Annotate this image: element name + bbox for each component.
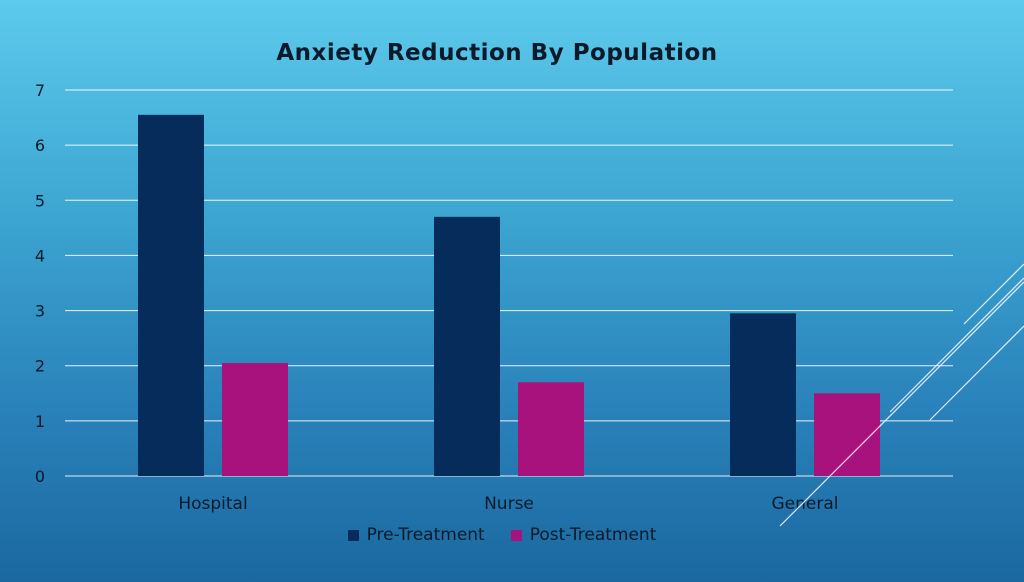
x-axis-tick-labels: Hospital Nurse General — [178, 494, 838, 514]
y-tick-label: 5 — [35, 191, 45, 210]
bar-nurse-post-treatment — [518, 382, 584, 476]
legend-label: Post-Treatment — [529, 525, 657, 545]
bar-hospital-pre-treatment — [138, 114, 204, 477]
legend-swatch-pre-treatment — [347, 529, 359, 541]
gridlines — [65, 89, 953, 477]
y-axis-tick-labels: 0 1 2 3 4 5 6 7 — [35, 81, 45, 486]
y-tick-label: 3 — [35, 302, 45, 321]
x-tick-label: Hospital — [178, 494, 247, 514]
chart-title: Anxiety Reduction By Population — [276, 40, 718, 66]
legend-swatch-post-treatment — [510, 529, 522, 541]
bar-nurse-pre-treatment — [434, 216, 500, 477]
decorative-lines — [779, 263, 1024, 527]
bar-general-pre-treatment — [730, 313, 796, 476]
bar-hospital-post-treatment — [222, 362, 288, 476]
y-tick-label: 4 — [35, 246, 45, 265]
y-tick-label: 6 — [35, 136, 45, 155]
x-tick-label: General — [772, 494, 839, 514]
y-tick-label: 1 — [35, 412, 45, 431]
decor-line — [889, 277, 1024, 413]
legend-item-post-treatment: Post-Treatment — [510, 525, 657, 545]
decor-line — [929, 325, 1024, 421]
decor-line — [963, 263, 1024, 325]
decor-line — [779, 281, 1024, 527]
legend-item-pre-treatment: Pre-Treatment — [347, 525, 485, 545]
y-tick-label: 2 — [35, 357, 45, 376]
legend: Pre-Treatment Post-Treatment — [0, 525, 1004, 545]
legend-label: Pre-Treatment — [366, 525, 485, 545]
x-tick-label: Nurse — [484, 494, 534, 514]
bar-general-post-treatment — [814, 393, 880, 476]
bars — [138, 114, 880, 477]
y-tick-label: 7 — [35, 81, 45, 100]
y-tick-label: 0 — [35, 467, 45, 486]
